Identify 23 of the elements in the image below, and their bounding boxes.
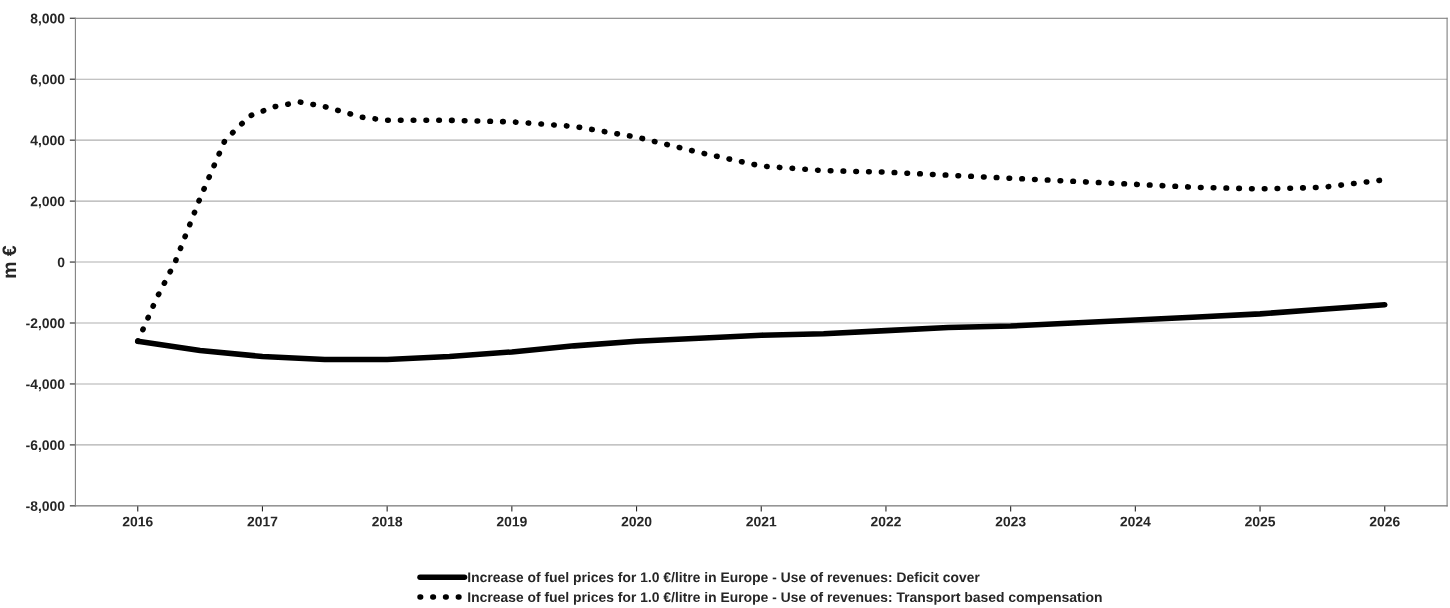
y-tick-label: 4,000 <box>30 135 65 148</box>
y-axis-title: m € <box>2 245 17 278</box>
y-tick-label: -6,000 <box>26 440 65 453</box>
y-tick-label: 0 <box>57 257 65 268</box>
legend-label: Increase of fuel prices for 1.0 €/litre in Europe - Use of revenues: Transport based compensation <box>468 591 1102 605</box>
y-tick-label: -2,000 <box>26 318 65 331</box>
x-tick-label: 2018 <box>372 516 403 527</box>
y-tick-label: 6,000 <box>30 74 65 87</box>
x-tick-label: 2025 <box>1245 516 1276 527</box>
x-tick-label: 2020 <box>621 516 652 527</box>
y-tick-label: 2,000 <box>30 196 65 209</box>
x-tick-label: 2022 <box>870 516 901 527</box>
x-tick-label: 2026 <box>1369 516 1400 527</box>
y-tick-label: -4,000 <box>26 379 65 392</box>
x-tick-label: 2024 <box>1120 516 1151 527</box>
y-tick-label: -8,000 <box>26 501 65 514</box>
x-tick-label: 2017 <box>247 516 278 527</box>
x-tick-label: 2016 <box>122 516 153 527</box>
x-tick-label: 2023 <box>995 516 1026 527</box>
x-tick-label: 2021 <box>746 516 777 527</box>
y-tick-label: 8,000 <box>30 13 65 26</box>
legend-label: Increase of fuel prices for 1.0 €/litre in Europe - Use of revenues: Deficit cover <box>468 571 980 585</box>
x-tick-label: 2019 <box>496 516 527 527</box>
